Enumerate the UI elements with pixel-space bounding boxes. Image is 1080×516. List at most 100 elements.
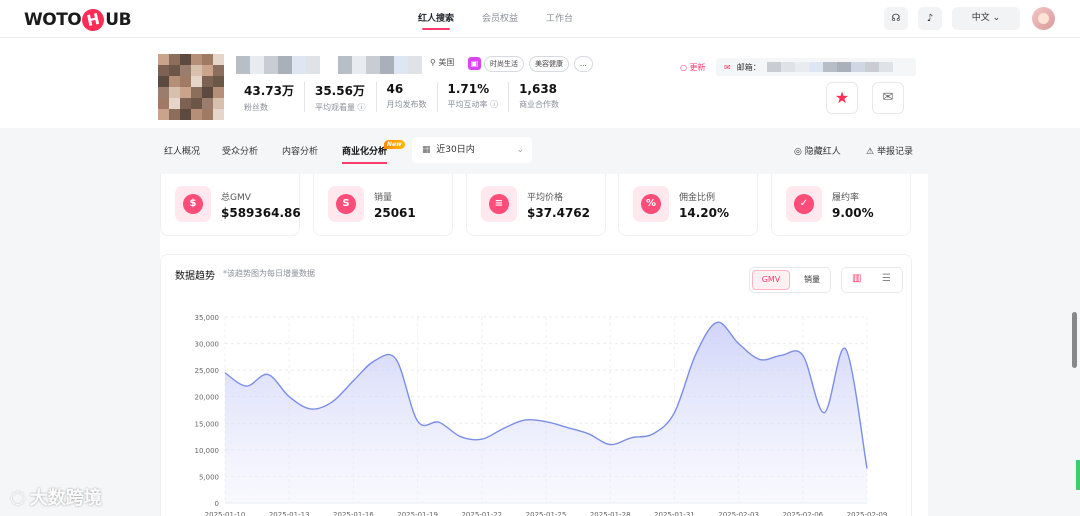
list-view-icon[interactable]: ☰ bbox=[882, 273, 891, 284]
stat-label: 平均互动率 ⓘ bbox=[447, 100, 499, 109]
country-label: 美国 bbox=[438, 58, 455, 67]
new-badge: New bbox=[384, 140, 405, 149]
analysis-tabs: 红人概况 受众分析 内容分析 商业化分析 New ▦ 近30日内 ⌄ ◎ 隐藏红… bbox=[0, 128, 1080, 174]
eye-off-icon: ◎ bbox=[794, 147, 802, 157]
kpi-value: 9.00% bbox=[832, 206, 874, 220]
view-toggle: ▥ ☰ bbox=[841, 267, 903, 293]
x-tick-label: 2025-02-06 bbox=[782, 511, 823, 516]
logo-text-right: UB bbox=[105, 10, 132, 30]
kpi-label: 履约率 bbox=[832, 193, 860, 203]
stat-label: 平均观看量 ⓘ bbox=[314, 103, 366, 112]
refresh-icon: ○ bbox=[680, 63, 687, 72]
stats-row: 43.73万粉丝数 35.56万平均观看量 ⓘ 46 月均发布数 1.71% 平均互… bbox=[236, 82, 569, 112]
category-icon: ▣ bbox=[468, 57, 481, 70]
tab-membership[interactable]: 会员权益 bbox=[482, 14, 519, 24]
language-label: 中文 bbox=[971, 13, 990, 23]
tab-workbench[interactable]: 工作台 bbox=[546, 14, 574, 24]
series-area bbox=[225, 322, 867, 503]
kpi-value: $589364.86 bbox=[221, 206, 301, 220]
info-icon[interactable]: ⓘ bbox=[357, 103, 366, 112]
toggle-gmv[interactable]: GMV bbox=[752, 270, 790, 290]
chart-view-icon[interactable]: ▥ bbox=[852, 273, 862, 284]
send-message-button[interactable]: ✉ bbox=[872, 82, 904, 114]
y-tick-label: 35,000 bbox=[195, 314, 220, 322]
kpi-commission: % 佣金比例 14.20% bbox=[618, 174, 758, 236]
kpi-label: 总GMV bbox=[221, 193, 251, 203]
influencer-profile: ⚲ 美国 ▣ 时尚生活 美容健康 ... 43.73万 粉丝数 35.56万 平均观… bbox=[0, 38, 1080, 128]
stat-avg-views: 35.56万平均观看量 ⓘ bbox=[303, 82, 376, 112]
y-tick-label: 30,000 bbox=[195, 341, 220, 349]
x-tick-label: 2025-01-28 bbox=[590, 511, 631, 516]
x-tick-label: 2025-01-10 bbox=[205, 511, 246, 516]
y-tick-label: 5,000 bbox=[199, 473, 219, 481]
mail-send-icon: ✉ bbox=[882, 90, 894, 105]
stat-label: 月均发布数 bbox=[386, 100, 427, 109]
watermark: ◌ 大数跨境 bbox=[10, 484, 102, 510]
stat-value: 46 bbox=[386, 82, 404, 96]
stat-value: 35.56万 bbox=[314, 84, 365, 98]
tab-content[interactable]: 内容分析 bbox=[282, 147, 319, 157]
email-field: ✉ 邮箱： bbox=[716, 58, 916, 76]
kpi-value: 14.20% bbox=[679, 206, 729, 220]
report-records-button[interactable]: ⚠ 举报记录 bbox=[866, 144, 913, 157]
tab-audience[interactable]: 受众分析 bbox=[222, 147, 259, 157]
x-tick-label: 2025-01-25 bbox=[526, 511, 567, 516]
chevron-down-icon: ⌄ bbox=[992, 13, 1001, 23]
tab-commerce[interactable]: 商业化分析 bbox=[342, 144, 388, 164]
commerce-analysis-panel: $ 总GMV $589364.86 S 销量 25061 ≡ 平均价格 $37.… bbox=[160, 174, 928, 516]
hide-influencer-button[interactable]: ◎ 隐藏红人 bbox=[794, 144, 841, 157]
notification-button[interactable]: ♪ bbox=[918, 7, 942, 30]
toggle-sales[interactable]: 销量 bbox=[804, 275, 820, 284]
kpi-avg-price: ≡ 平均价格 $37.4762 bbox=[466, 174, 606, 236]
headset-button[interactable]: ☊ bbox=[884, 7, 908, 30]
warning-icon: ⚠ bbox=[866, 147, 875, 157]
language-select[interactable]: 中文 ⌄ bbox=[952, 7, 1020, 30]
page-scrollbar[interactable] bbox=[1072, 312, 1077, 368]
kpi-sales: S 销量 25061 bbox=[313, 174, 453, 236]
mail-icon: ✉ bbox=[724, 62, 731, 72]
side-widget-edge[interactable] bbox=[1076, 460, 1080, 490]
influencer-name-blurred bbox=[236, 56, 320, 74]
watermark-logo-icon: ◌ bbox=[10, 486, 26, 508]
trend-chart-card: 数据趋势 *该趋势图为每日增量数据 GMV 销量 ▥ ☰ 0 5,000 10,00… bbox=[160, 254, 912, 516]
y-tick-label: 0 bbox=[215, 500, 219, 508]
tag-fashion[interactable]: 时尚生活 bbox=[484, 56, 524, 72]
update-button[interactable]: ○ 更新 bbox=[680, 62, 706, 73]
favorite-button[interactable]: ★ bbox=[826, 82, 858, 114]
kpi-value: $37.4762 bbox=[527, 206, 591, 220]
influencer-avatar bbox=[158, 54, 224, 120]
tab-influencer-search[interactable]: 红人搜索 bbox=[418, 0, 454, 38]
stat-label: 粉丝数 bbox=[244, 103, 268, 112]
y-tick-label: 25,000 bbox=[195, 367, 220, 375]
stat-monthly-posts: 46 月均发布数 bbox=[375, 82, 437, 112]
info-icon[interactable]: ⓘ bbox=[490, 100, 499, 109]
update-label: 更新 bbox=[689, 63, 706, 72]
stat-value: 1,638 bbox=[519, 82, 558, 96]
tag-beauty[interactable]: 美容健康 bbox=[529, 56, 569, 72]
stat-value: 1.71% bbox=[447, 82, 490, 96]
bell-icon: ♪ bbox=[926, 13, 934, 24]
date-range-label: 近30日内 bbox=[436, 145, 475, 155]
date-range-select[interactable]: ▦ 近30日内 ⌄ bbox=[412, 137, 532, 163]
chart-title: 数据趋势 bbox=[175, 271, 215, 282]
stat-label: 商业合作数 bbox=[519, 100, 560, 109]
x-tick-label: 2025-01-19 bbox=[397, 511, 438, 516]
logo[interactable]: WOTO H UB bbox=[24, 6, 132, 34]
user-avatar[interactable] bbox=[1032, 7, 1055, 30]
calendar-icon: ▦ bbox=[422, 145, 431, 155]
kpi-total-gmv: $ 总GMV $589364.86 bbox=[160, 174, 301, 236]
kpi-label: 平均价格 bbox=[527, 193, 564, 203]
stat-engagement: 1.71% 平均互动率 ⓘ bbox=[436, 82, 509, 112]
top-navbar: WOTO H UB 红人搜索 会员权益 工作台 ☊ ♪ 中文 ⌄ bbox=[0, 0, 1080, 38]
tag-more[interactable]: ... bbox=[574, 56, 593, 72]
stat-value: 43.73万 bbox=[244, 84, 294, 98]
document-icon: ✓ bbox=[786, 186, 822, 222]
email-blurred bbox=[766, 62, 893, 72]
chart-note: *该趋势图为每日增量数据 bbox=[223, 269, 315, 278]
sale-icon: S bbox=[328, 186, 364, 222]
stat-collaborations: 1,638 商业合作数 bbox=[508, 82, 569, 112]
kpi-label: 销量 bbox=[374, 193, 393, 203]
kpi-fulfillment: ✓ 履约率 9.00% bbox=[771, 174, 911, 236]
tab-overview[interactable]: 红人概况 bbox=[164, 147, 201, 157]
trend-chart: 0 5,000 10,000 15,000 20,000 25,000 30,000 35,0… bbox=[195, 314, 888, 516]
